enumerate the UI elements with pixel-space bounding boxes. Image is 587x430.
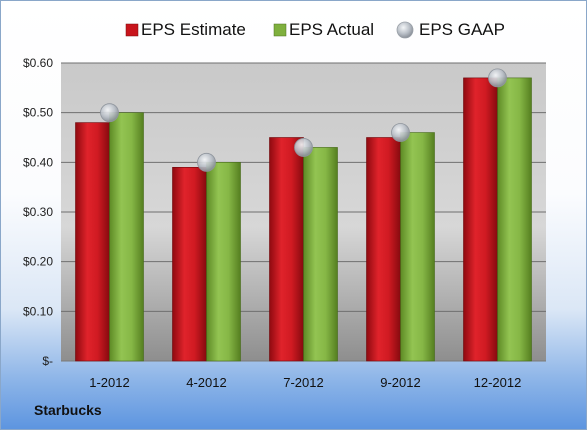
marker-eps-gaap: [391, 123, 410, 142]
x-tick-label: 7-2012: [283, 375, 323, 390]
chart-legend: EPS Estimate EPS Actual EPS GAAP: [1, 15, 586, 45]
x-axis-tick-labels: 1-2012 4-2012 7-2012 9-2012 12-2012: [89, 375, 521, 390]
legend-item-eps-estimate: EPS Estimate: [123, 15, 246, 45]
y-tick-label: $0.20: [23, 255, 53, 269]
x-tick-label: 1-2012: [89, 375, 129, 390]
y-tick-label: $0.40: [23, 155, 53, 169]
legend-swatch-eps-estimate: [125, 23, 139, 37]
legend-label-eps-gaap: EPS GAAP: [419, 20, 505, 39]
y-axis-tick-labels: $- $0.10 $0.20 $0.30 $0.40 $0.50 $0.60: [23, 56, 53, 368]
bar-eps-actual: [303, 147, 338, 362]
bars: [75, 77, 532, 362]
bar-eps-estimate: [75, 122, 110, 362]
bar-eps-estimate: [366, 137, 401, 362]
x-tick-label: 9-2012: [380, 375, 420, 390]
gaap-markers: [100, 68, 507, 172]
bar-eps-estimate: [463, 77, 498, 362]
legend-swatch-eps-actual: [273, 23, 287, 37]
legend-swatch-eps-gaap: [396, 21, 414, 39]
bar-eps-actual: [400, 132, 435, 362]
bar-eps-actual: [497, 77, 532, 362]
y-tick-label: $-: [42, 354, 53, 368]
y-tick-label: $0.30: [23, 205, 53, 219]
marker-eps-gaap: [488, 68, 507, 88]
x-tick-label: 4-2012: [186, 375, 226, 390]
bar-eps-estimate: [269, 137, 304, 362]
marker-eps-gaap: [100, 103, 119, 123]
bar-eps-actual: [109, 112, 144, 362]
legend-label-eps-actual: EPS Actual: [289, 20, 375, 39]
legend-item-eps-gaap: EPS GAAP: [395, 15, 505, 45]
bar-eps-estimate: [172, 167, 207, 362]
y-tick-label: $0.60: [23, 56, 53, 70]
bar-eps-actual: [206, 162, 241, 362]
marker-eps-gaap: [294, 138, 313, 157]
x-tick-label: 12-2012: [474, 375, 522, 390]
marker-eps-gaap: [197, 152, 216, 172]
y-tick-label: $0.10: [23, 304, 53, 318]
legend-label-eps-estimate: EPS Estimate: [141, 20, 246, 39]
company-name: Starbucks: [34, 402, 102, 418]
y-tick-label: $0.50: [23, 106, 53, 120]
legend-item-eps-actual: EPS Actual: [271, 15, 374, 45]
